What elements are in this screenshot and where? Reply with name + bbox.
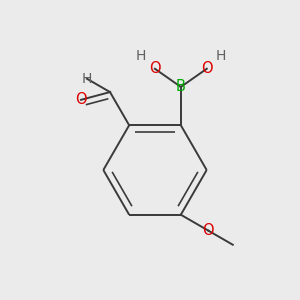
Text: O: O [75, 92, 87, 107]
Text: H: H [216, 49, 226, 63]
Text: O: O [149, 61, 161, 76]
Text: H: H [136, 49, 146, 63]
Text: B: B [176, 80, 186, 94]
Text: O: O [201, 61, 213, 76]
Text: H: H [82, 72, 92, 86]
Text: O: O [202, 223, 214, 238]
